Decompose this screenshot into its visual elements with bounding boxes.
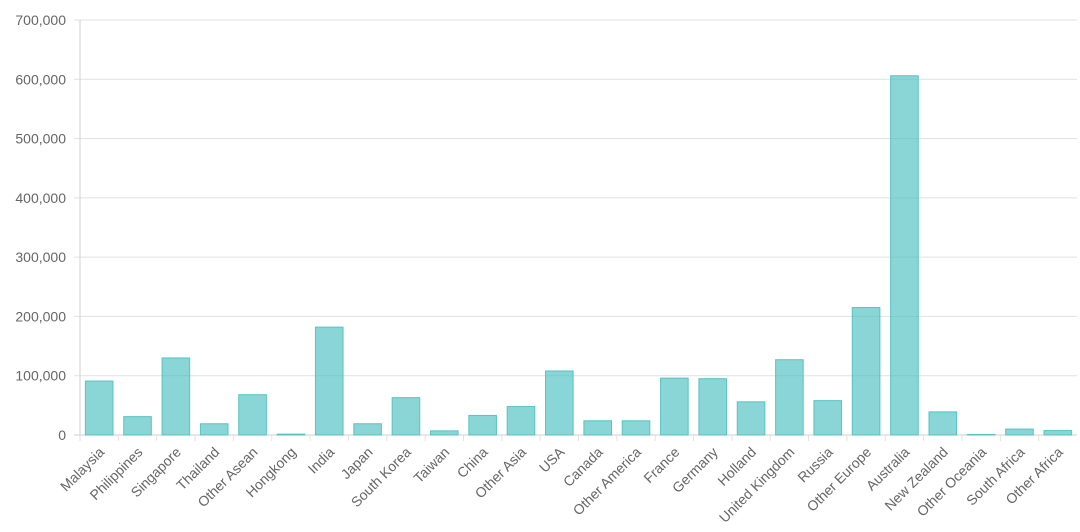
bar[interactable] — [468, 414, 497, 436]
bar[interactable] — [775, 359, 804, 436]
y-tick-label: 500,000 — [15, 131, 66, 147]
bar[interactable] — [660, 377, 689, 436]
y-tick-label: 400,000 — [15, 190, 66, 206]
y-axis: 0 100,000 200,000 300,000 400,000 500,000 600,… — [15, 12, 81, 443]
y-tick-label: 200,000 — [15, 308, 66, 324]
bar[interactable] — [966, 433, 996, 436]
bar[interactable] — [698, 378, 728, 436]
bar[interactable] — [928, 411, 958, 436]
bar[interactable] — [199, 423, 229, 436]
x-axis: MalaysiaPhilippinesSingaporeThailandOthe… — [57, 435, 1066, 526]
y-tick-label: 300,000 — [15, 249, 66, 265]
y-tick-label: 600,000 — [15, 71, 66, 87]
y-tick-label: 0 — [58, 427, 66, 443]
bar[interactable] — [545, 370, 574, 436]
x-tick-label: Other America — [570, 444, 645, 519]
x-tick-label: USA — [536, 443, 568, 475]
bar[interactable] — [1043, 430, 1073, 436]
x-tick-label: India — [305, 444, 338, 477]
bar[interactable] — [1005, 428, 1034, 436]
bar[interactable] — [621, 420, 651, 436]
bar[interactable] — [353, 423, 382, 436]
bar[interactable] — [123, 416, 152, 436]
bar[interactable] — [238, 394, 267, 436]
bar[interactable] — [276, 433, 306, 436]
bar[interactable] — [391, 397, 421, 436]
bars — [84, 75, 1073, 436]
y-tick-label: 100,000 — [15, 368, 66, 384]
bar[interactable] — [84, 380, 114, 436]
bar[interactable] — [851, 307, 881, 436]
bar[interactable] — [161, 357, 191, 436]
bar[interactable] — [890, 75, 919, 436]
bar[interactable] — [813, 400, 843, 436]
bar[interactable] — [429, 430, 459, 436]
bar[interactable] — [736, 401, 766, 436]
x-tick-label: Taiwan — [410, 444, 452, 486]
grid-lines — [74, 19, 1077, 436]
y-tick-label: 700,000 — [15, 12, 66, 28]
bar[interactable] — [583, 420, 612, 436]
bar[interactable] — [506, 406, 536, 436]
bar[interactable] — [314, 326, 344, 436]
